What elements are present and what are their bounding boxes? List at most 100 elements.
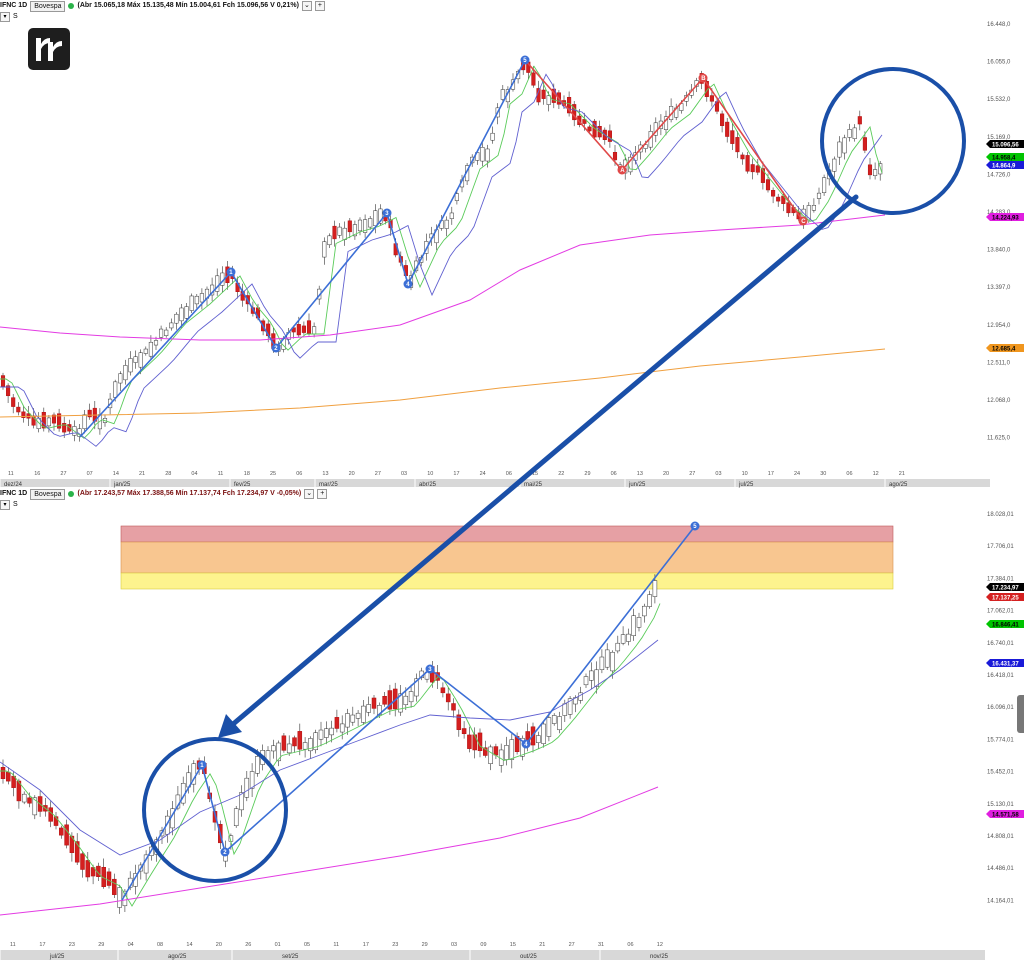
elliott-wave-line xyxy=(79,59,526,438)
date-tick-label: 10 xyxy=(742,471,748,477)
price-axis-label: 11.625,0 xyxy=(987,436,1011,442)
panel-resize-handle[interactable] xyxy=(1017,695,1024,733)
candle-body xyxy=(862,137,867,151)
ma-orange-line xyxy=(0,348,886,418)
month-label: dez/24 xyxy=(4,482,23,488)
wave-marker xyxy=(690,521,700,531)
candle-body xyxy=(21,411,26,418)
candle-body xyxy=(16,780,22,802)
study-label: S xyxy=(13,13,18,20)
candle-body xyxy=(786,202,791,214)
candle-body xyxy=(811,205,816,211)
candle-body xyxy=(74,841,80,863)
candle-body xyxy=(531,72,536,86)
wave-label: 1 xyxy=(200,763,204,769)
price-tag-label: 15.096,56 xyxy=(992,142,1019,148)
date-tick-label: 06 xyxy=(627,942,633,948)
date-tick-label: 30 xyxy=(820,471,826,477)
date-tick-label: 29 xyxy=(98,942,104,948)
chevron-down-icon[interactable]: ▾ xyxy=(0,500,10,510)
candle-body xyxy=(493,746,499,756)
price-tag xyxy=(986,659,1024,667)
wave-marker xyxy=(382,208,392,218)
candle-body xyxy=(740,154,745,160)
date-tick-label: 23 xyxy=(69,942,75,948)
candle-body xyxy=(244,777,250,798)
month-label: mar/25 xyxy=(319,482,338,488)
date-tick-label: 09 xyxy=(480,942,486,948)
date-tick-label: 13 xyxy=(637,471,643,477)
candle-body xyxy=(567,698,573,715)
top-study-row: ▾ S xyxy=(0,12,18,22)
candle-body xyxy=(440,687,446,694)
price-tag xyxy=(986,583,1024,591)
candle-body xyxy=(444,219,449,229)
candle-body xyxy=(557,716,562,731)
candle-body xyxy=(562,703,568,716)
candle-body xyxy=(536,735,541,743)
month-label: ago/25 xyxy=(889,482,908,488)
elliott-wave-line xyxy=(121,525,696,901)
symbol-label: IFNC 1D xyxy=(0,2,28,9)
plus-icon[interactable]: + xyxy=(314,1,325,11)
candle-body xyxy=(480,147,485,162)
candle-body xyxy=(249,771,255,789)
date-tick-label: 12 xyxy=(657,942,663,948)
candle-body xyxy=(82,414,87,429)
rr-logo-icon xyxy=(28,28,70,70)
candle-body xyxy=(449,212,454,219)
date-tick-label: 27 xyxy=(375,471,381,477)
candle-body xyxy=(62,423,67,433)
settings-icon[interactable]: ⌄ xyxy=(304,489,315,499)
date-tick-label: 27 xyxy=(689,471,695,477)
ohlc-readout: (Abr 15.065,18 Máx 15.135,48 Mín 15.004,… xyxy=(77,2,299,9)
price-axis-label: 15.169,0 xyxy=(987,135,1011,141)
candle-body xyxy=(776,196,781,202)
market-status-icon xyxy=(68,491,75,497)
price-axis-label: 13.397,0 xyxy=(987,285,1011,291)
date-tick-label: 07 xyxy=(87,471,93,477)
settings-icon[interactable]: ⌄ xyxy=(301,1,312,11)
candle-body xyxy=(339,723,345,733)
month-label: jul/25 xyxy=(49,954,65,960)
candle-body xyxy=(647,594,652,607)
exchange-badge[interactable]: Bovespa xyxy=(30,0,66,12)
date-tick-label: 21 xyxy=(899,471,905,477)
target-zone-red xyxy=(120,525,894,543)
candle-body xyxy=(16,406,21,413)
candle-body xyxy=(500,89,505,100)
month-label: ago/25 xyxy=(168,954,187,960)
candle-body xyxy=(286,743,292,754)
price-axis-label: 12.954,0 xyxy=(987,323,1011,329)
candle-body xyxy=(582,119,587,124)
sma-blue-line xyxy=(0,73,883,447)
candle-body xyxy=(11,397,16,407)
candle-body xyxy=(483,747,488,756)
candle-body xyxy=(454,193,459,201)
plus-icon[interactable]: + xyxy=(317,489,328,499)
month-label: jan/25 xyxy=(113,482,131,488)
date-tick-label: 08 xyxy=(157,942,163,948)
price-axis-label: 12.511,0 xyxy=(987,360,1011,366)
candle-body xyxy=(327,235,332,246)
candle-body xyxy=(41,411,46,429)
candle-body xyxy=(184,306,189,319)
price-axis-label: 18.028,01 xyxy=(987,512,1014,518)
exchange-badge[interactable]: Bovespa xyxy=(30,488,66,500)
date-tick-label: 06 xyxy=(846,471,852,477)
candle-body xyxy=(138,352,143,368)
candle-body xyxy=(69,835,75,853)
candle-body xyxy=(652,580,658,597)
candle-body xyxy=(755,165,760,173)
price-axis-label: 14.486,01 xyxy=(987,866,1014,872)
candle-body xyxy=(832,158,837,172)
candle-body xyxy=(636,617,642,628)
date-tick-label: 18 xyxy=(244,471,250,477)
ohlc-readout: (Abr 17.243,57 Máx 17.388,56 Mín 17.137,… xyxy=(77,490,302,497)
candle-body xyxy=(46,417,51,427)
chevron-down-icon[interactable]: ▾ xyxy=(0,12,10,22)
target-zone-orange xyxy=(120,541,894,574)
date-tick-label: 15 xyxy=(510,942,516,948)
candle-body xyxy=(87,409,92,418)
